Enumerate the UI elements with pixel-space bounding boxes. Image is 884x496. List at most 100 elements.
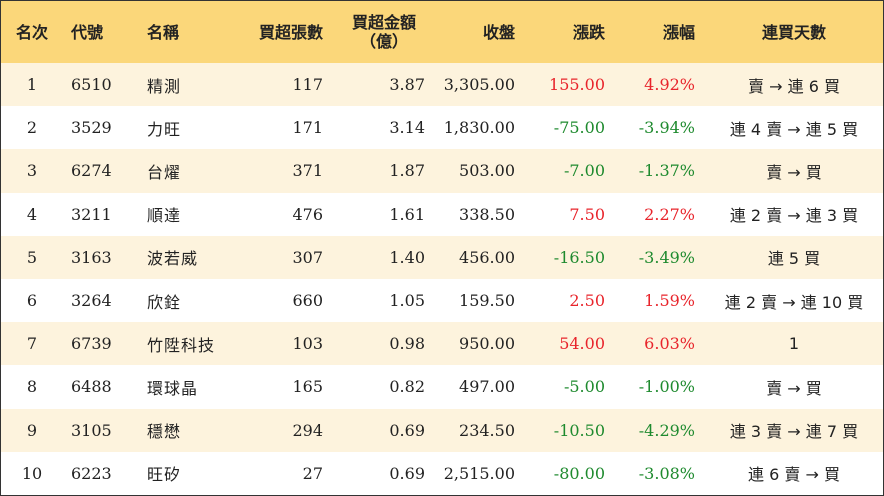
code-cell: 3264 [71,291,112,311]
code-cell: 6739 [71,334,112,354]
buy-amount-cell: 1.05 [389,291,425,311]
pct-cell: -3.94% [638,118,695,138]
buy-lots-cell: 117 [292,75,323,95]
table-row: 10 6223 旺矽 27 0.69 2,515.00 -80.00 -3.08% 連 6 賣 … [1,451,883,495]
code-cell: 3529 [71,118,112,138]
rank-cell: 2 [26,118,38,138]
close-cell: 2,515.00 [443,463,515,483]
buy-amount-cell: 1.40 [389,247,425,267]
buy-lots-cell: 371 [292,161,323,181]
header-buy-amount: 買超金額 （億） [333,1,435,63]
close-cell: 159.50 [459,291,515,311]
table-row: 7 6739 竹陞科技 103 0.98 950.00 54.00 6.03% 1 [1,322,883,366]
buy-amount-cell: 3.87 [389,75,425,95]
name-cell: 精測 [147,76,182,96]
name-cell: 力旺 [147,119,182,139]
table-row: 2 3529 力旺 171 3.14 1,830.00 -75.00 -3.94% 連 4 賣 … [1,106,883,150]
days-cell: 連 5 買 [767,249,821,269]
rank-cell: 3 [26,161,38,181]
header-rank: 名次 [15,22,48,42]
header-buy-amount-line1: 買超金額 [351,13,416,32]
buy-amount-cell: 1.61 [389,204,425,224]
buy-amount-cell: 0.69 [389,420,425,440]
pct-cell: -3.49% [638,247,695,267]
rank-cell: 1 [26,75,38,95]
name-cell: 環球晶 [147,378,199,398]
change-cell: -16.50 [553,247,605,267]
buy-lots-cell: 165 [292,377,323,397]
header-buy-amount-line2: （億） [359,32,408,51]
close-cell: 456.00 [459,247,515,267]
pct-cell: -4.29% [638,420,695,440]
code-cell: 6488 [71,377,112,397]
buy-lots-cell: 103 [292,334,323,354]
rank-cell: 8 [26,377,38,397]
header-days: 連買天數 [761,22,826,42]
pct-cell: 2.27% [644,204,695,224]
close-cell: 234.50 [459,420,515,440]
name-cell: 順達 [147,206,182,226]
change-cell: 155.00 [549,75,605,95]
close-cell: 3,305.00 [443,75,515,95]
buy-lots-cell: 660 [292,291,323,311]
code-cell: 6274 [71,161,112,181]
close-cell: 950.00 [459,334,515,354]
name-cell: 竹陞科技 [147,335,216,355]
table-row: 1 6510 精測 117 3.87 3,305.00 155.00 4.92% 賣 → 連 6… [1,63,883,107]
table-header: 名次 代號 名稱 買超張數 買超金額 （億） 收盤 漲跌 漲幅 連買天數 [1,1,883,63]
days-cell: 連 4 賣 → 連 5 買 [729,119,859,139]
buy-amount-cell: 0.82 [389,377,425,397]
close-cell: 503.00 [459,161,515,181]
close-cell: 1,830.00 [443,118,515,138]
change-cell: -7.00 [563,161,605,181]
change-cell: -10.50 [553,420,605,440]
pct-cell: 6.03% [644,334,695,354]
code-cell: 3211 [71,204,112,224]
code-cell: 3163 [71,247,112,267]
buy-lots-cell: 294 [292,420,323,440]
rank-cell: 5 [26,247,38,267]
days-cell: 連 3 賣 → 連 7 買 [729,422,859,442]
table-row: 6 3264 欣銓 660 1.05 159.50 2.50 1.59% 連 2 賣 → 連 1… [1,278,883,323]
rank-cell: 7 [26,334,38,354]
buy-lots-cell: 476 [292,204,323,224]
pct-cell: 4.92% [644,75,695,95]
table-body: 1 6510 精測 117 3.87 3,305.00 155.00 4.92% 賣 → 連 6… [1,63,883,495]
days-cell: 賣 → 買 [766,378,822,398]
table-row: 8 6488 環球晶 165 0.82 497.00 -5.00 -1.00% 賣 → 買 [1,365,883,409]
buy-amount-cell: 0.98 [389,334,425,354]
table-row: 3 6274 台燿 371 1.87 503.00 -7.00 -1.37% 賣 → 買 [1,149,883,193]
buy-amount-cell: 3.14 [389,118,425,138]
table-row: 4 3211 順達 476 1.61 338.50 7.50 2.27% 連 2 賣 → 連 3… [1,192,883,236]
close-cell: 338.50 [459,204,515,224]
pct-cell: -1.00% [638,377,695,397]
days-cell: 賣 → 買 [766,162,822,182]
code-cell: 3105 [71,420,112,440]
header-pct: 漲幅 [662,22,695,42]
change-cell: -80.00 [553,463,605,483]
close-cell: 497.00 [459,377,515,397]
name-cell: 台燿 [147,162,182,182]
buy-amount-cell: 1.87 [389,161,425,181]
days-cell: 連 2 賣 → 連 10 買 [724,292,864,312]
name-cell: 欣銓 [147,292,182,312]
header-name: 名稱 [147,22,180,42]
header-row: 名次 代號 名稱 買超張數 買超金額 （億） 收盤 漲跌 漲幅 連買天數 [1,1,883,63]
change-cell: 2.50 [569,291,605,311]
buy-lots-cell: 171 [292,118,323,138]
pct-cell: -1.37% [638,161,695,181]
rank-cell: 6 [26,291,38,311]
name-cell: 穩懋 [147,422,182,442]
header-change: 漲跌 [572,22,605,42]
days-cell: 賣 → 連 6 買 [748,76,840,96]
name-cell: 波若威 [147,249,199,269]
days-cell: 連 2 賣 → 連 3 買 [729,206,859,226]
rank-cell: 9 [26,420,38,440]
code-cell: 6510 [71,75,112,95]
header-close: 收盤 [482,22,515,42]
buy-amount-cell: 0.69 [389,463,425,483]
buy-lots-cell: 307 [292,247,323,267]
table-row: 5 3163 波若威 307 1.40 456.00 -16.50 -3.49% 連 5 買 [1,235,883,279]
pct-cell: 1.59% [644,291,695,311]
